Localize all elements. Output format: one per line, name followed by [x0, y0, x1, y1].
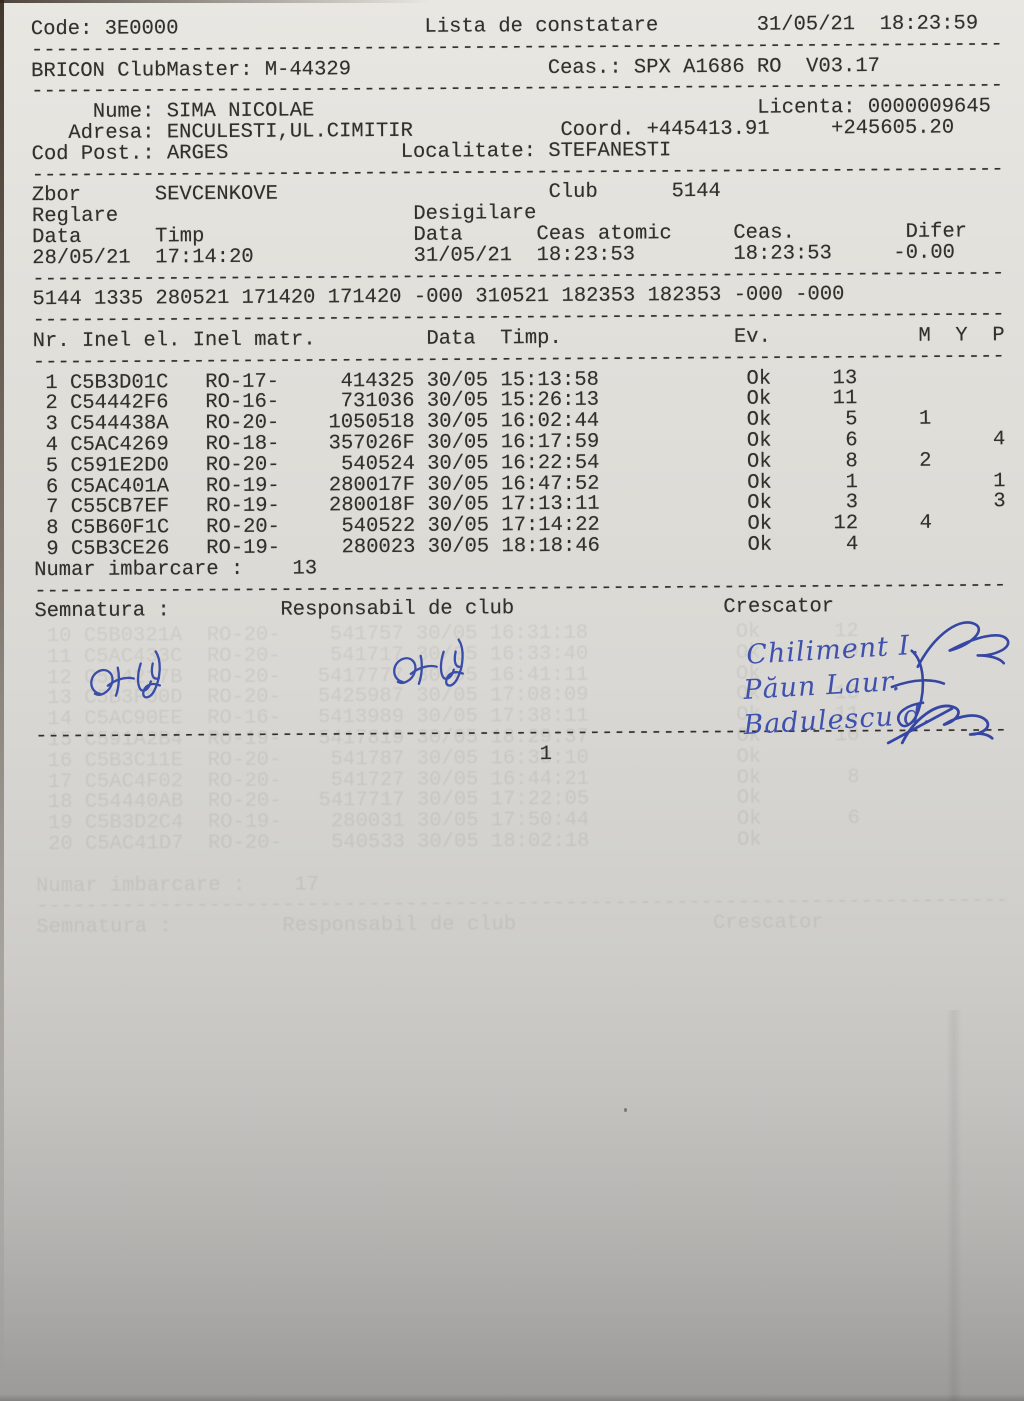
ghost-line: Semnatura : Responsabil de club Crescato…: [36, 911, 824, 940]
printed-report: Code: 3E0000 Lista de constatare 31/05/2…: [31, 12, 1007, 769]
paper-speck: [624, 1108, 627, 1112]
scan-edge-left: [0, 0, 4, 1385]
scan-edge-bottom: [0, 1394, 1024, 1401]
paper-crease: [946, 1010, 962, 1401]
scan-edge-top: [0, 0, 430, 3]
